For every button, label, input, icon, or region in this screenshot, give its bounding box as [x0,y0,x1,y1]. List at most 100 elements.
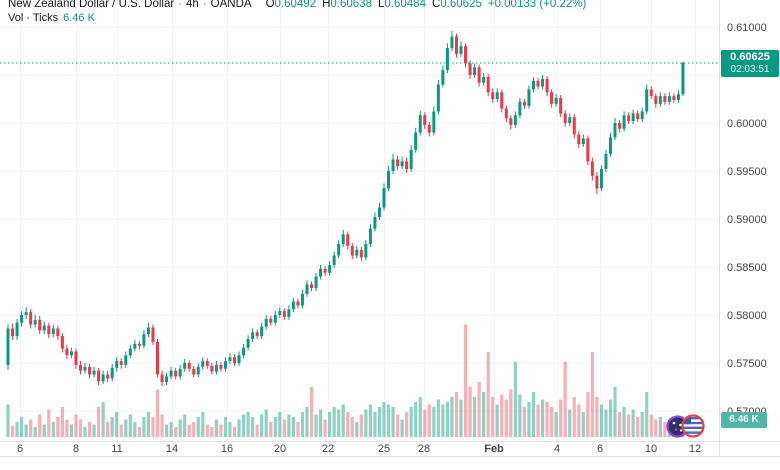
candle-down [255,332,259,337]
bar-countdown-timer: 02:03:51 [730,64,770,75]
candle-up [391,159,395,171]
symbol-title[interactable]: New Zealand Dollar / U.S. Dollar [8,0,175,10]
volume-bar [269,422,273,437]
candle-down [282,311,286,317]
candle-up [128,348,132,356]
candle-down [233,357,236,363]
volume-bar [418,397,422,437]
candle-down [187,363,191,369]
close-value: 0.60625 [440,0,482,10]
candle-up [604,153,608,170]
volume-bar [536,404,540,437]
volume-bar [264,409,268,437]
volume-bar [187,424,191,437]
candle-down [269,318,273,323]
candle-up [473,67,477,75]
candle-up [436,84,440,112]
volume-bar [201,412,205,437]
time-axis[interactable] [0,442,780,456]
candle-down [618,123,622,129]
volume-bar [613,387,617,437]
candle-down [65,348,69,356]
volume-bar [500,394,504,437]
candle-up [531,80,535,90]
volume-bar [491,397,495,437]
open-label: O [265,0,275,10]
candle-down [577,134,581,145]
candle-up [300,293,304,306]
volume-indicator-value: 6.46 K [63,12,95,24]
volume-bar [65,419,69,437]
economic-event-icons[interactable] [666,413,706,439]
candle-up [518,101,522,116]
volume-bar [137,427,141,437]
volume-bar [328,412,332,437]
volume-bar [33,427,37,437]
volume-bar [595,397,599,437]
candle-down [595,175,599,189]
nzd-flag-icon[interactable] [666,414,689,438]
candle-up [24,312,28,315]
candle-up [115,361,119,368]
candle-down [160,374,164,383]
candle-up [541,78,545,87]
usd-flag-icon[interactable] [680,413,706,439]
volume-indicator-label[interactable]: Vol · Ticks [8,12,59,24]
candle-up [165,376,169,383]
symbol-legend-row[interactable]: New Zealand Dollar / U.S. Dollar · 4h · OAND… [8,0,586,11]
volume-indicator-row[interactable]: Vol · Ticks 6.46 K [8,12,586,25]
exchange-label[interactable]: OANDA [210,0,252,10]
candle-up [133,343,137,349]
volume-bar [577,404,581,437]
price-tick-label: 0.58500 [727,262,767,274]
volume-bar [106,422,110,437]
open-value: 0.60492 [274,0,317,10]
volume-bar [110,417,114,437]
volume-bar [337,409,341,437]
change-value: +0.00133 (+0.22%) [487,0,587,10]
volume-bar [196,417,200,437]
volume-bar [15,422,19,437]
candle-up [495,92,499,99]
volume-bar [10,425,15,437]
volume-bar [658,417,662,437]
candle-down [396,159,400,167]
volume-bar [282,419,286,437]
volume-bar [341,404,345,437]
candle-down [155,341,159,375]
candle-up [305,284,309,294]
volume-bar [323,419,327,437]
volume-bar [219,424,223,437]
candle-up [101,374,105,382]
candle-up [201,361,205,367]
volume-bar [409,407,413,437]
candle-up [364,243,368,258]
volume-bar [604,409,608,437]
candle-down [522,101,526,106]
price-tick-label: 0.61000 [727,22,767,34]
interval-label[interactable]: 4h [186,0,199,10]
volume-bar [174,427,178,437]
volume-bar [115,412,119,437]
volume-bar [346,412,350,437]
volume-bar [101,402,105,437]
candle-up [51,328,55,335]
volume-bar [581,412,585,437]
volume-bar [636,417,640,437]
volume-bar [486,352,490,437]
candle-up [33,319,37,325]
candle-up [450,36,454,49]
volume-bar [540,399,545,437]
volume-bar [509,389,513,437]
legend-separator: · [178,0,183,10]
volume-bar [554,412,558,437]
volume-bar [47,409,51,437]
current-price-badge: 0.60625 02:03:51 [721,50,779,77]
volume-bar [42,424,46,437]
candle-up [581,138,585,145]
volume-bar [246,412,250,437]
candle-up [83,366,87,371]
candle-up [110,367,114,379]
candle-up [69,351,73,356]
